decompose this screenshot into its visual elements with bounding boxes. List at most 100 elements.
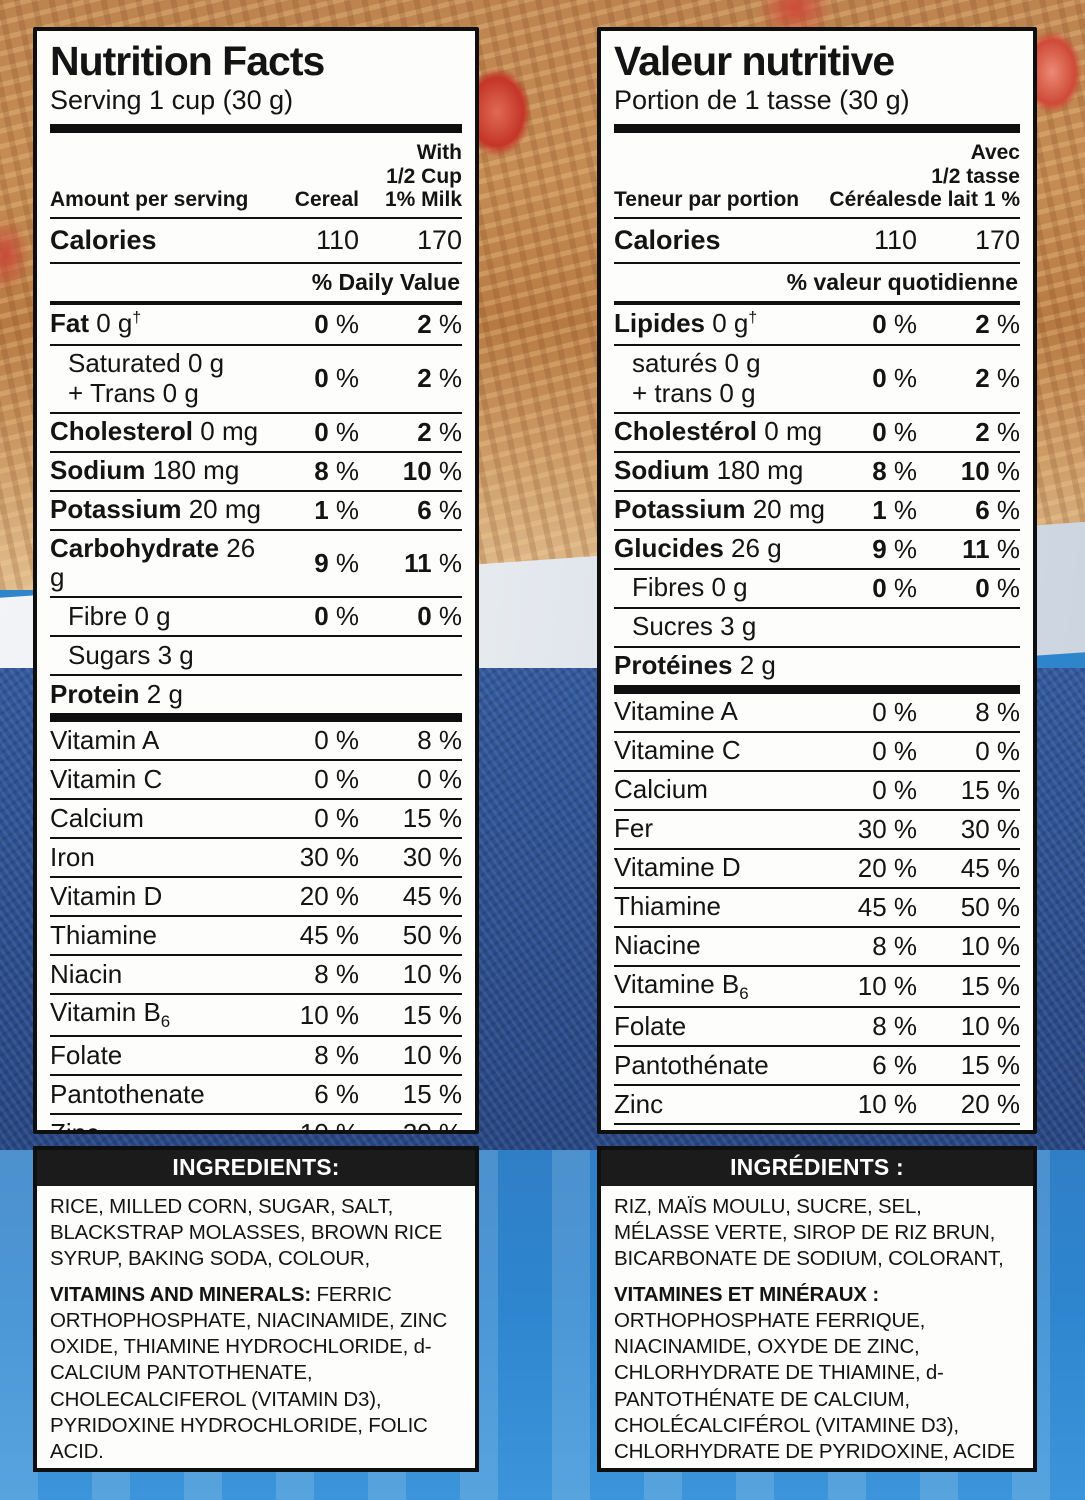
value-cereal: 9 %: [314, 547, 359, 578]
panel-title: Nutrition Facts: [50, 38, 325, 84]
value-milk: 2 %: [975, 416, 1020, 447]
value-milk: 15 %: [960, 970, 1020, 1001]
value-milk: 0 %: [975, 572, 1020, 603]
nutrient-row: Fibre 0 g 0 % 0 %: [50, 596, 462, 635]
vitamin-row: Pantothénate 6 % 15 %: [614, 1047, 1020, 1087]
divider-thick: [50, 713, 462, 723]
daily-value-header: % Daily Value: [50, 264, 462, 305]
vitamin-row: Iron 30 % 30 %: [50, 839, 462, 879]
footnote: † Dans les céréales.: [614, 1125, 1020, 1130]
value-milk: 2 %: [417, 308, 462, 339]
value-milk: 15 %: [402, 1079, 462, 1109]
calories-label: Calories: [50, 224, 157, 255]
value-cereal: 0 %: [314, 725, 359, 756]
value-cereal: 0 %: [872, 735, 917, 766]
value-milk: 15 %: [960, 774, 1020, 805]
divider-thick: [614, 684, 1020, 694]
value-cereal: 1 %: [314, 494, 359, 525]
value-cereal: 30 %: [857, 813, 917, 844]
value-cereal: 8 %: [872, 1011, 917, 1042]
ingredients-box-en: INGREDIENTS: RICE, MILLED CORN, SUGAR, S…: [33, 1146, 479, 1472]
panel-title: Valeur nutritive: [614, 38, 895, 84]
value-milk: 8 %: [417, 725, 462, 756]
vitamins-minerals-lead: VITAMINS AND MINERALS:: [50, 1282, 311, 1306]
serving-size: Serving 1 cup (30 g): [50, 85, 294, 116]
nutrient-label: Potassium 20 mg: [50, 494, 261, 525]
calories-milk-value: 170: [416, 224, 462, 255]
value-milk: 15 %: [402, 803, 462, 834]
nutrient-row: Protein 2 g: [50, 674, 462, 713]
nutrient-label: Glucides 26 g: [614, 533, 782, 564]
calories-cereal-value: 110: [873, 224, 917, 255]
value-cereal: 0 %: [314, 308, 359, 339]
milk-column-header: With 1/2 Cup 1% Milk: [384, 141, 462, 212]
vitamin-row: Vitamin B6 10 % 15 %: [50, 995, 462, 1037]
value-milk: 2 %: [975, 308, 1020, 339]
vitamin-row: Folate 8 % 10 %: [50, 1037, 462, 1076]
vitamin-row: Vitamine D 20 % 45 %: [614, 850, 1020, 889]
nutrient-rows: Lipides 0 g† 0 % 2 % saturés 0 g + trans 0 …: [614, 305, 1020, 685]
value-cereal: 0 %: [314, 601, 359, 632]
value-milk: 10 %: [960, 1011, 1020, 1042]
nutrient-label: Zinc: [50, 1117, 100, 1134]
vitamin-row: Zinc 10 % 20 %: [50, 1115, 462, 1134]
nutrient-row: Lipides 0 g† 0 % 2 %: [614, 305, 1020, 344]
vitamin-rows: Vitamine A 0 % 8 % Vitamine C 0 % 0 % Calcium 0…: [614, 694, 1020, 1126]
nutrient-label: Niacine: [614, 930, 701, 961]
nutrient-label: Pantothénate: [614, 1049, 769, 1080]
value-cereal: 0 %: [872, 572, 917, 603]
value-milk: 2 %: [417, 416, 462, 447]
nutrient-rows: Fat 0 g† 0 % 2 % Saturated 0 g + Trans 0 g 0…: [50, 305, 462, 714]
value-cereal: 8 %: [314, 959, 359, 990]
value-cereal: 20 %: [857, 852, 917, 883]
vitamin-row: Vitamine A 0 % 8 %: [614, 694, 1020, 733]
cereal-column-header: Céréales: [829, 187, 917, 211]
nutrient-label: Niacin: [50, 958, 123, 989]
nutrient-row: Cholestérol 0 mg 0 % 2 %: [614, 411, 1020, 451]
nutrient-row: Saturated 0 g + Trans 0 g 0 % 2 %: [50, 343, 462, 412]
vitamin-row: Vitamin C 0 % 0 %: [50, 761, 462, 801]
nutrient-label: Vitamin A: [50, 724, 160, 755]
nutrient-label: Pantothenate: [50, 1078, 205, 1109]
value-milk: 11 %: [962, 533, 1020, 564]
value-milk: 2 %: [975, 363, 1020, 394]
nutrient-row: Potassium 20 mg 1 % 6 %: [50, 489, 462, 529]
nutrient-label: Vitamin C: [50, 763, 163, 794]
calories-row: Calories 110 170: [50, 219, 462, 264]
vitamin-row: Vitamine C 0 % 0 %: [614, 733, 1020, 772]
value-milk: 10 %: [402, 455, 462, 486]
nutrient-row: Sodium 180 mg 8 % 10 %: [614, 450, 1020, 490]
amount-per-serving-label: Teneur par portion: [614, 187, 800, 211]
ingredients-box-fr: INGRÉDIENTS : RIZ, MAÏS MOULU, SUCRE, SE…: [597, 1146, 1037, 1472]
vitamins-minerals-paragraph: VITAMINES ET MINÉRAUX : ORTHOPHOSPHATE F…: [614, 1282, 1020, 1468]
serving-size: Portion de 1 tasse (30 g): [614, 85, 910, 116]
value-milk: 10 %: [402, 959, 462, 990]
value-cereal: 8 %: [872, 455, 917, 486]
nutrient-row: Fat 0 g† 0 % 2 %: [50, 305, 462, 344]
value-milk: 20 %: [402, 1118, 462, 1134]
nutrient-row: Protéines 2 g: [614, 645, 1020, 685]
calories-cereal-value: 110: [315, 224, 359, 255]
vitamin-rows: Vitamin A 0 % 8 % Vitamin C 0 % 0 % Calcium 0 %…: [50, 722, 462, 1134]
nutrient-label: Potassium 20 mg: [614, 494, 825, 525]
vitamin-row: Calcium 0 % 15 %: [50, 800, 462, 840]
value-cereal: 0 %: [872, 416, 917, 447]
value-cereal: 9 %: [872, 533, 917, 564]
value-milk: 30 %: [402, 842, 462, 873]
nutrient-label: Vitamin B6: [50, 997, 171, 1032]
vitamin-row: Vitamin D 20 % 45 %: [50, 878, 462, 918]
nutrient-label: Sodium 180 mg: [614, 455, 804, 486]
milk-column-header: Avec 1/2 tasse de lait 1 %: [917, 141, 1020, 212]
value-cereal: 0 %: [872, 308, 917, 339]
value-cereal: 45 %: [857, 891, 917, 922]
ingredients-header: INGREDIENTS:: [37, 1150, 475, 1186]
value-cereal: 10 %: [857, 970, 917, 1001]
vitamin-row: Zinc 10 % 20 %: [614, 1086, 1020, 1126]
value-cereal: 8 %: [314, 1040, 359, 1070]
value-cereal: 45 %: [299, 920, 359, 951]
nutrient-row: Sodium 180 mg 8 % 10 %: [50, 450, 462, 490]
vitamin-row: Thiamine 45 % 50 %: [50, 917, 462, 957]
nutrient-label: Sodium 180 mg: [50, 455, 240, 486]
ingredients-header: INGRÉDIENTS :: [601, 1150, 1033, 1186]
